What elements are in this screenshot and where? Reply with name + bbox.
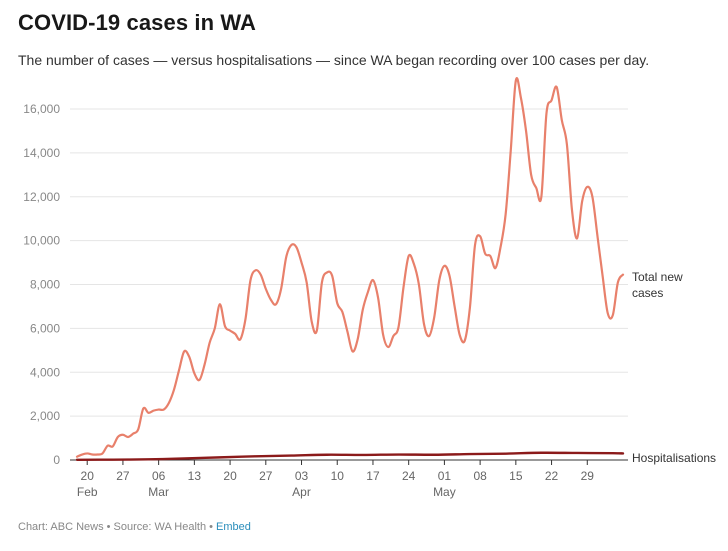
x-tick-label-day: 27 [259,469,273,483]
x-tick-label-day: 20 [81,469,95,483]
x-tick-label-day: 24 [402,469,416,483]
y-axis-labels: 0 2,000 4,000 6,000 8,000 10,000 12,000 14,000 1… [23,102,60,467]
y-tick-label: 8,000 [30,278,60,292]
y-tick-label: 4,000 [30,365,60,379]
x-tick-label-day: 27 [116,469,130,483]
y-tick-label: 2,000 [30,409,60,423]
y-tick-label: 6,000 [30,321,60,335]
series-lines [75,77,625,461]
x-tick-label-day: 03 [295,469,309,483]
series-labels: Total new cases Hospitalisations [632,270,716,465]
chart-subtitle: The number of cases — versus hospitalisa… [18,52,650,68]
y-tick-label: 14,000 [23,146,60,160]
chart-footer: Chart: ABC News • Source: WA Health • Em… [18,521,251,533]
series-label-total-cases-line2: cases [632,286,663,300]
chart-title: COVID-19 cases in WA [18,10,256,35]
footer-credit: Chart: ABC News • Source: WA Health • [18,521,213,533]
x-tick-label-day: 13 [188,469,202,483]
x-axis-labels: 20 Feb 27 06 Mar 13 20 27 03 Apr 10 17 24 01 May 08 15 22… [77,460,594,499]
embed-link[interactable]: Embed [216,521,251,533]
series-label-total-cases-line1: Total new [632,270,683,284]
x-tick-label-month: Apr [292,485,311,499]
x-tick-label-day: 20 [223,469,237,483]
y-tick-label: 16,000 [23,102,60,116]
x-tick-label-day: 17 [366,469,380,483]
x-tick-label-month: Mar [148,485,169,499]
x-tick-label-month: Feb [77,485,98,499]
x-tick-label-day: 01 [438,469,452,483]
y-tick-label: 12,000 [23,190,60,204]
x-tick-label-day: 10 [331,469,345,483]
x-tick-label-day: 15 [509,469,523,483]
y-tick-label: 10,000 [23,234,60,248]
x-tick-label-month: May [433,485,456,499]
x-tick-label-day: 22 [545,469,559,483]
series-line-total-cases [75,77,625,458]
y-tick-label: 0 [53,453,60,467]
x-tick-label-day: 29 [581,469,595,483]
x-tick-label-day: 08 [473,469,487,483]
series-line-hospitalisations [75,451,625,461]
series-label-hospitalisations: Hospitalisations [632,451,716,465]
x-tick-label-day: 06 [152,469,166,483]
